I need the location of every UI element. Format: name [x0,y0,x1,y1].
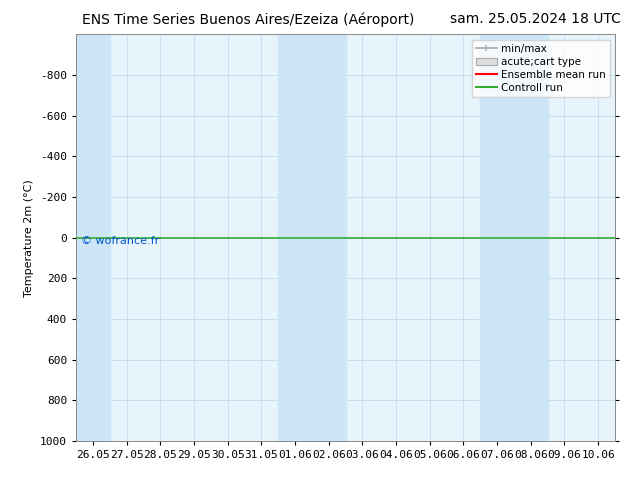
Bar [76,34,110,441]
Text: ENS Time Series Buenos Aires/Ezeiza (Aéroport): ENS Time Series Buenos Aires/Ezeiza (Aér… [82,12,415,27]
Bar [481,34,548,441]
Text: © wofrance.fr: © wofrance.fr [81,236,160,245]
Text: sam. 25.05.2024 18 UTC: sam. 25.05.2024 18 UTC [450,12,621,26]
Bar [278,34,346,441]
Y-axis label: Temperature 2m (°C): Temperature 2m (°C) [25,179,34,296]
Legend: min/max, acute;cart type, Ensemble mean run, Controll run: min/max, acute;cart type, Ensemble mean … [472,40,610,97]
